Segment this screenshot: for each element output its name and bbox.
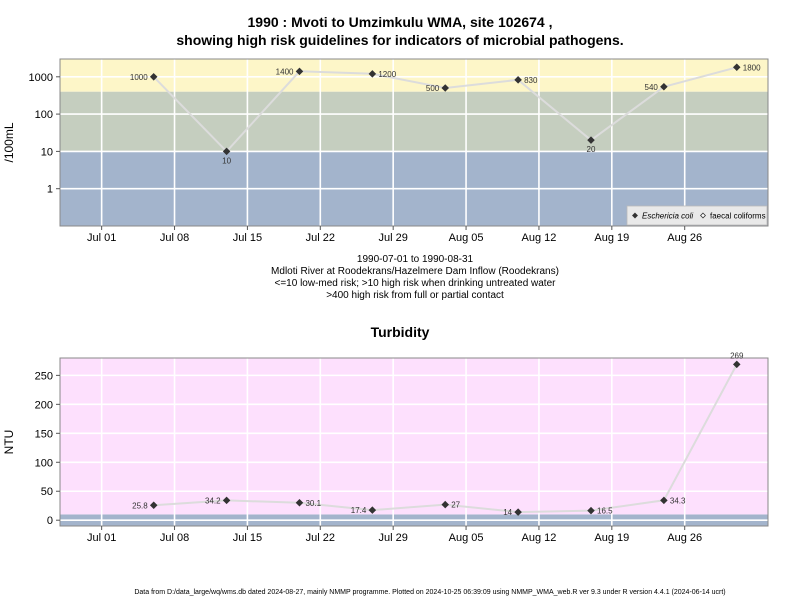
chart-title-line1: 1990 : Mvoti to Umzimkulu WMA, site 1026…: [247, 14, 553, 30]
footer-note: Data from D:/data_large/wq/wms.db dated …: [134, 589, 726, 596]
x-tick-label: Jul 15: [233, 532, 262, 544]
data-label: 1200: [378, 70, 396, 79]
data-point: [222, 496, 231, 505]
x-tick-label: Aug 26: [667, 232, 702, 244]
legend-marker-open-diamond: [700, 212, 706, 219]
data-label: 14: [503, 508, 512, 517]
caption-site: Mdloti River at Roodekrans/Hazelmere Dam…: [271, 266, 559, 277]
legend-marker-filled-diamond: [632, 212, 638, 219]
legend-entry: Eschericia coli: [642, 212, 693, 221]
y-tick-label: 1: [47, 184, 53, 196]
y-tick-label: 100: [35, 457, 53, 469]
caption-risk-contact: >400 high risk from full or partial cont…: [326, 290, 504, 301]
microbial-chart: Jul 01 Jul 08 Jul 15 Jul 22 Jul 29 Aug 05 Aug …: [2, 58, 769, 244]
series-0: 1000 10 1400 1200 500 830 20 540 1800: [130, 63, 761, 165]
y-tick-label: 150: [35, 428, 53, 440]
y-tick-label: 10: [41, 146, 53, 158]
x-tick-label: Jul 22: [306, 232, 335, 244]
x-tick-label: Aug 05: [449, 232, 484, 244]
y-axis-label: NTU: [2, 430, 16, 455]
data-point: [514, 76, 522, 84]
data-label: 17.4: [351, 506, 367, 515]
legend-entry: faecal coliforms: [710, 212, 766, 221]
data-point: [368, 70, 377, 78]
caption-risk-drinking: <=10 low-med risk; >10 high risk when dr…: [274, 278, 556, 289]
x-tick-label: Jul 08: [160, 532, 189, 544]
risk-band-2: [60, 59, 768, 92]
data-label: 34.2: [205, 496, 221, 505]
data-label: 269: [730, 351, 744, 360]
x-tick-label: Jul 08: [160, 232, 189, 244]
data-point: [295, 499, 304, 507]
data-label: 1000: [130, 73, 148, 82]
legend: Eschericia coli faecal coliforms: [626, 205, 768, 226]
data-point: [732, 360, 741, 369]
turbidity-chart: Jul 01 Jul 08 Jul 15 Jul 22 Jul 29 Aug 05 Aug …: [2, 351, 769, 544]
data-label: 10: [222, 156, 231, 165]
x-tick-label: Jul 15: [233, 232, 262, 244]
x-tick-label: Jul 29: [378, 532, 407, 544]
legend-box: [626, 205, 768, 226]
data-label: 34.3: [670, 496, 686, 505]
data-label: 500: [426, 84, 440, 93]
risk-band-1: [60, 91, 768, 152]
y-axis-label: /100mL: [2, 122, 16, 162]
x-tick-label: Aug 19: [594, 232, 629, 244]
data-point: [149, 501, 158, 510]
x-tick-label: Jul 01: [87, 532, 116, 544]
y-tick-label: 100: [35, 109, 53, 121]
y-tick-label: 1000: [29, 72, 53, 84]
data-point: [441, 500, 450, 509]
data-point: [732, 63, 741, 72]
x-tick-label: Jul 01: [87, 232, 116, 244]
plot-frame: [59, 357, 769, 527]
data-label: 20: [587, 145, 596, 154]
data-point: [660, 496, 668, 505]
x-tick-label: Aug 19: [594, 532, 629, 544]
data-label: 540: [645, 83, 659, 92]
y-tick-label: 200: [35, 399, 53, 411]
data-label: 1800: [743, 63, 761, 72]
y-tick-label: 250: [35, 370, 53, 382]
chart-title-line2: showing high risk guidelines for indicat…: [176, 32, 624, 48]
data-point: [514, 508, 522, 516]
data-point: [660, 83, 668, 91]
risk-band-1: [60, 358, 768, 515]
y-tick-label: 50: [41, 486, 53, 498]
x-tick-label: Aug 05: [449, 532, 484, 544]
data-point: [222, 147, 231, 156]
data-label: 1400: [276, 67, 294, 76]
data-label: 830: [524, 76, 538, 85]
turbidity-title: Turbidity: [370, 324, 430, 340]
data-point: [441, 84, 450, 92]
series-0: 25.8 34.2 30.1 17.4 27 14 16.5 34.3 269: [132, 351, 744, 517]
plot-frame: [59, 58, 769, 227]
x-tick-label: Aug 12: [522, 532, 557, 544]
caption-date-range: 1990-07-01 to 1990-08-31: [356, 254, 474, 265]
data-label: 30.1: [305, 499, 321, 508]
y-tick-label: 0: [47, 515, 53, 527]
data-point: [149, 73, 158, 81]
data-label: 25.8: [132, 501, 148, 510]
data-label: 16.5: [597, 507, 613, 516]
data-point: [368, 506, 377, 514]
data-label: 27: [451, 501, 460, 510]
x-tick-label: Jul 22: [306, 532, 335, 544]
x-tick-label: Aug 12: [522, 232, 557, 244]
data-point: [587, 136, 595, 144]
x-tick-label: Aug 26: [667, 532, 702, 544]
data-point: [295, 67, 304, 76]
x-tick-label: Jul 29: [378, 232, 407, 244]
data-point: [587, 506, 595, 515]
